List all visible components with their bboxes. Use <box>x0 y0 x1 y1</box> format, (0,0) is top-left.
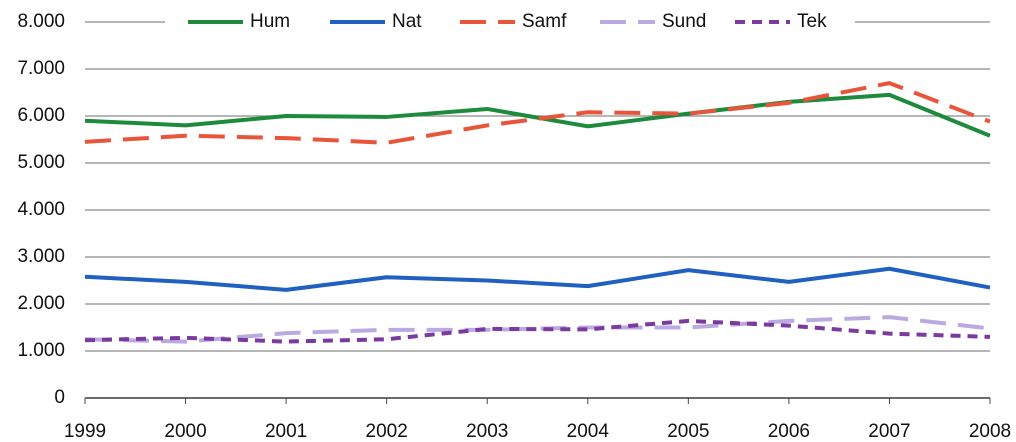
x-tick-label: 2001 <box>265 421 307 442</box>
x-tick-label: 2005 <box>667 421 709 442</box>
x-tick-label: 2000 <box>164 421 206 442</box>
y-tick-label: 8.000 <box>17 11 65 32</box>
series-line <box>84 318 991 344</box>
legend-label: Hum <box>250 11 290 32</box>
x-tick-label: 1999 <box>64 421 106 442</box>
legend-label: Tek <box>797 11 827 32</box>
x-tick-label: 2008 <box>969 421 1011 442</box>
legend-label: Samf <box>522 11 567 32</box>
legend-label: Sund <box>662 11 706 32</box>
series-line <box>84 92 991 138</box>
y-tick-label: 3.000 <box>17 246 65 267</box>
y-tick-label: 5.000 <box>17 152 65 173</box>
y-tick-label: 0 <box>54 387 65 408</box>
y-tick-label: 1.000 <box>17 340 65 361</box>
y-tick-label: 6.000 <box>17 105 65 126</box>
series-line <box>84 81 991 145</box>
y-tick-label: 2.000 <box>17 293 65 314</box>
series-line <box>84 266 991 292</box>
x-tick-label: 2007 <box>868 421 910 442</box>
y-tick-label: 7.000 <box>17 58 65 79</box>
x-tick-label: 2002 <box>366 421 408 442</box>
y-tick-label: 4.000 <box>17 199 65 220</box>
x-tick-label: 2003 <box>466 421 508 442</box>
x-tick-label: 2006 <box>768 421 810 442</box>
legend-label: Nat <box>392 11 422 32</box>
x-tick-label: 2004 <box>567 421 610 442</box>
